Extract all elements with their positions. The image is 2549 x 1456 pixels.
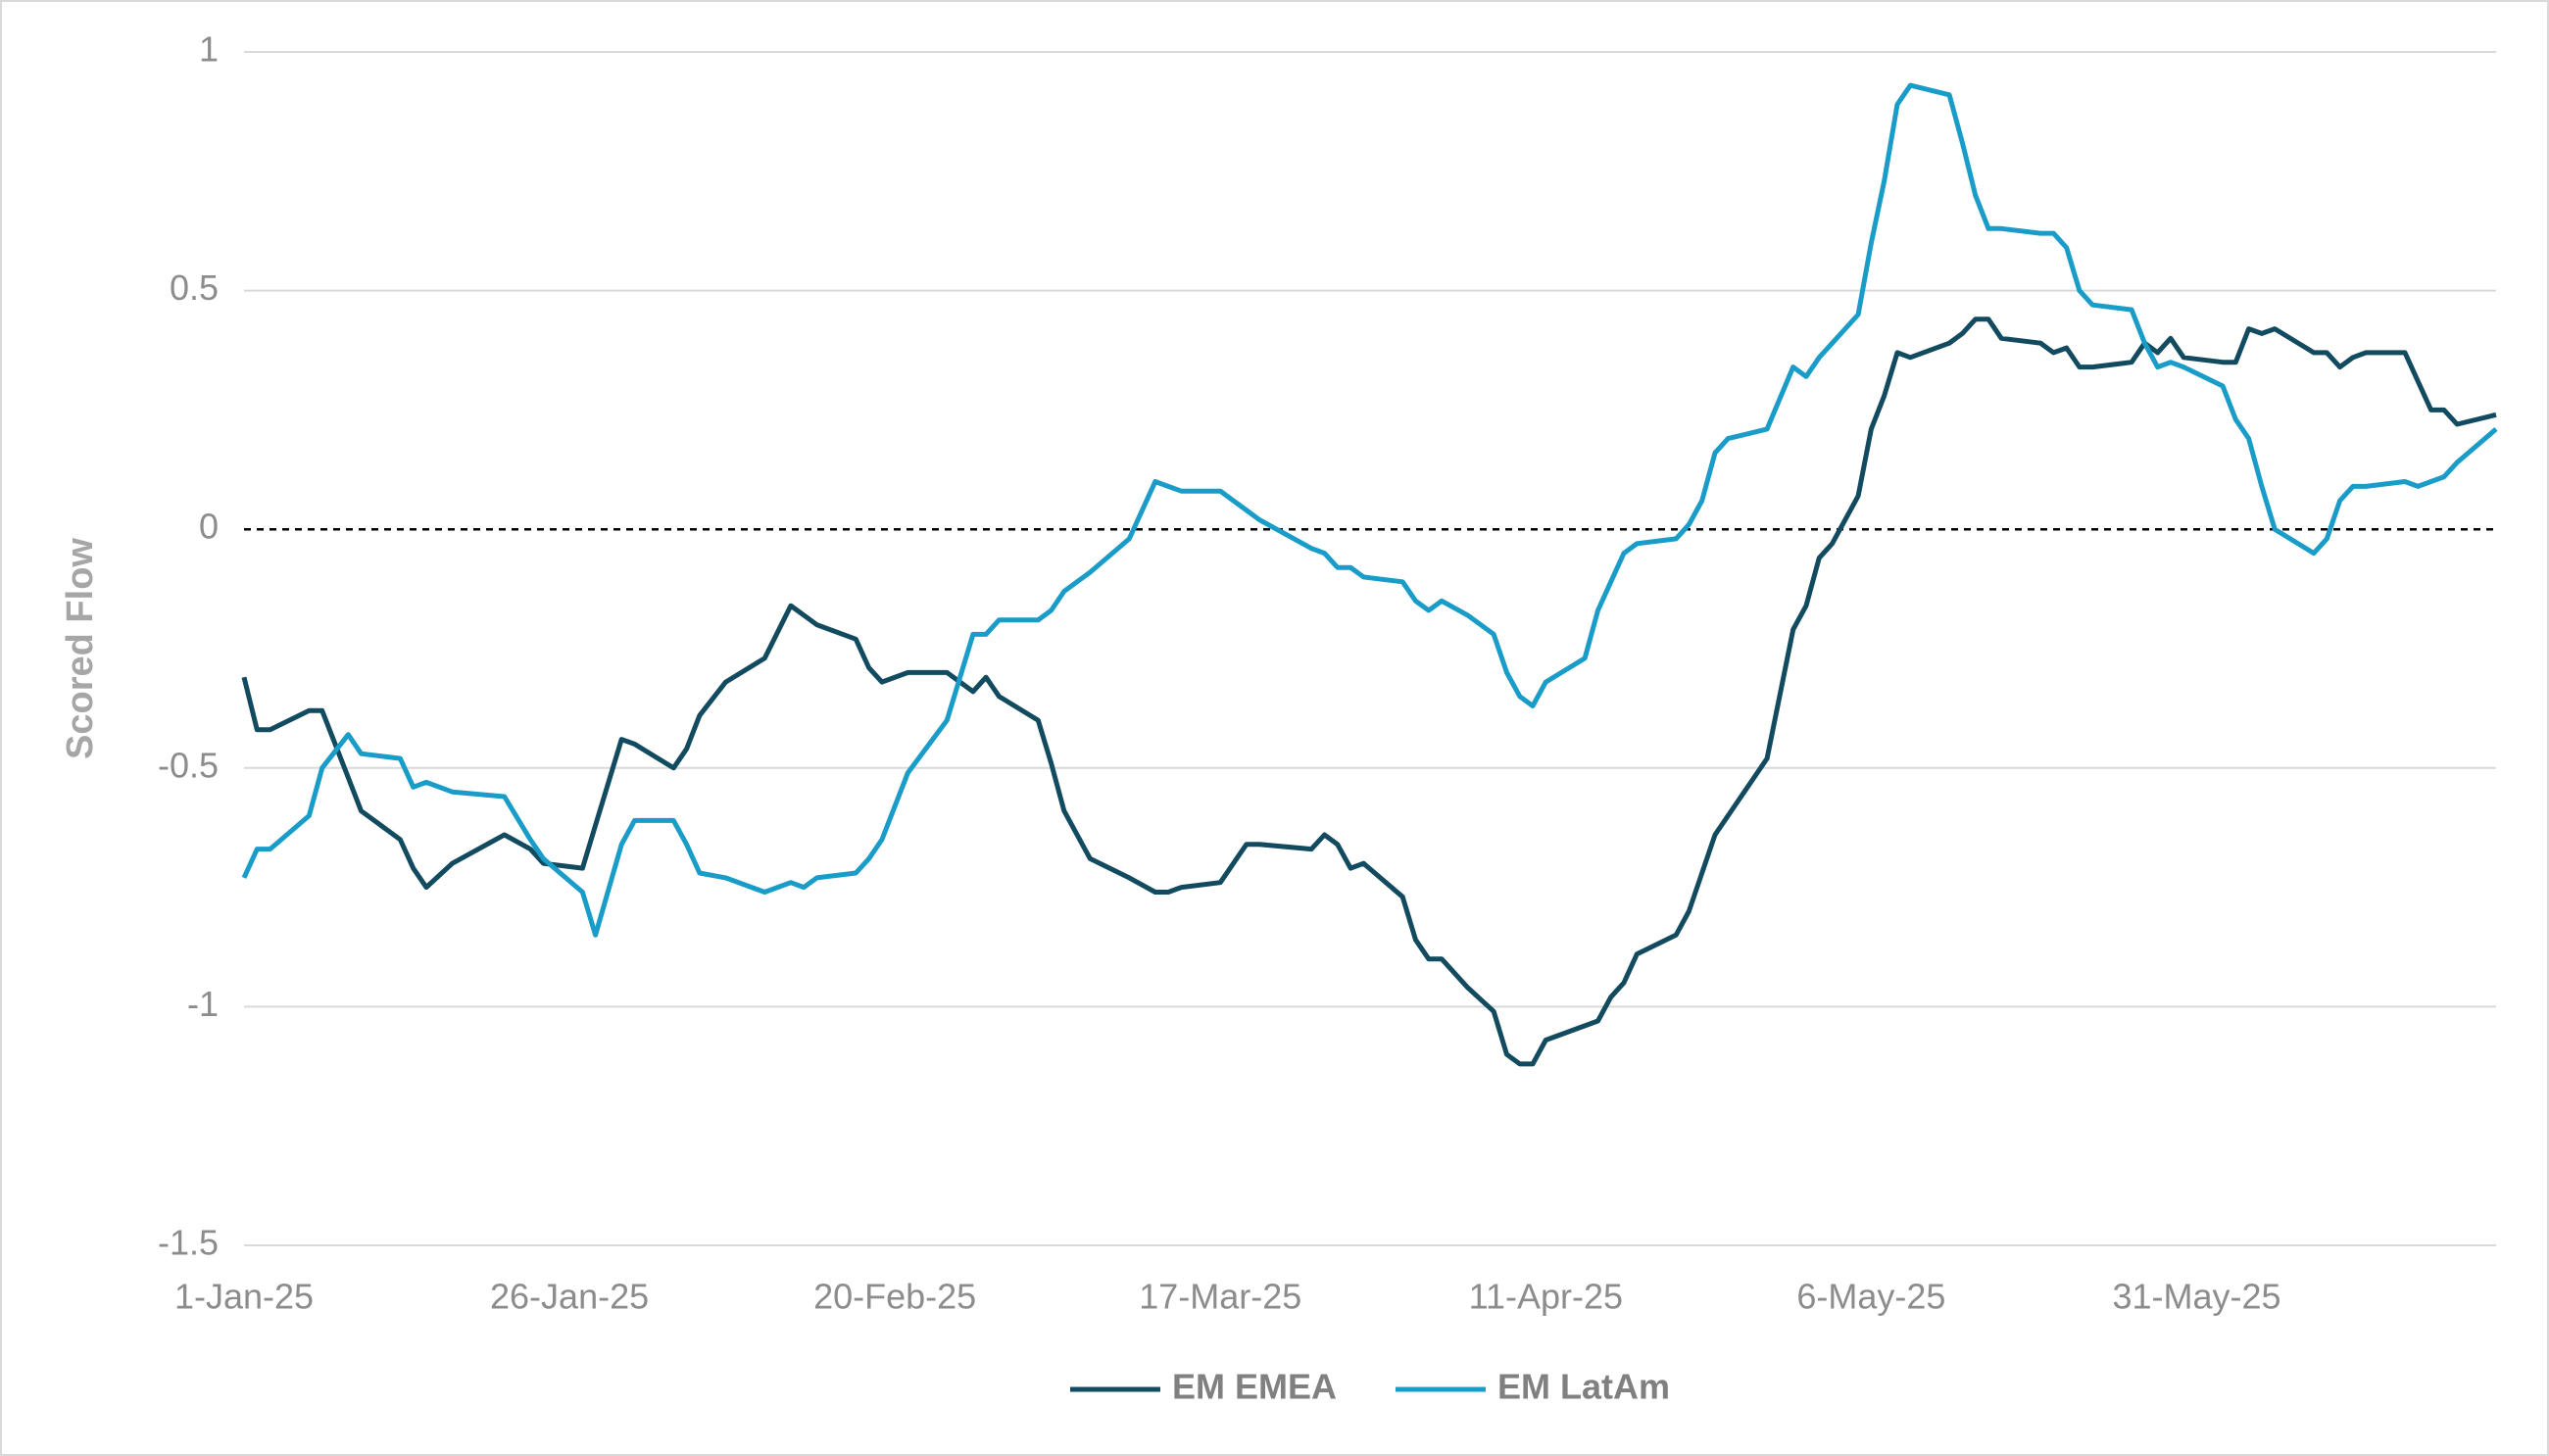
x-tick-label: 31-May-25 xyxy=(2112,1277,2280,1317)
y-tick-label: 0 xyxy=(199,507,219,547)
series-line xyxy=(241,82,2498,938)
y-tick-label: -1.5 xyxy=(158,1223,219,1263)
legend-label: EM LatAm xyxy=(1497,1367,1670,1407)
y-tick-label: 1 xyxy=(199,29,219,70)
series-line xyxy=(241,316,2497,1067)
y-tick-label: 0.5 xyxy=(170,267,219,308)
x-tick-label: 6-May-25 xyxy=(1796,1277,1945,1317)
x-tick-label: 20-Feb-25 xyxy=(813,1277,976,1317)
x-tick-label: 1-Jan-25 xyxy=(174,1277,314,1317)
y-tick-label: -1 xyxy=(187,984,219,1024)
y-tick-label: -0.5 xyxy=(158,745,219,785)
x-tick-label: 11-Apr-25 xyxy=(1469,1277,1623,1317)
y-axis-title: Scored Flow xyxy=(60,538,101,759)
x-tick-label: 26-Jan-25 xyxy=(490,1277,649,1317)
legend-label: EM EMEA xyxy=(1172,1367,1337,1407)
x-tick-label: 17-Mar-25 xyxy=(1139,1277,1301,1317)
